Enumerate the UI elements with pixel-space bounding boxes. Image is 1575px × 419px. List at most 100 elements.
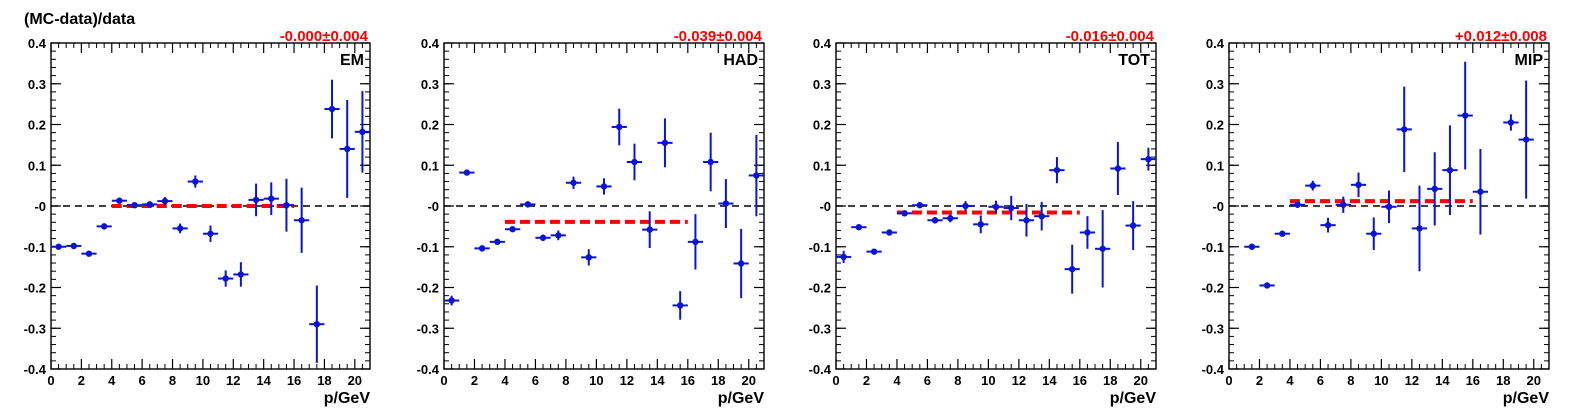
data-marker — [539, 234, 547, 241]
data-point — [66, 242, 82, 250]
data-point — [642, 211, 658, 248]
x-tick-label: 4 — [1286, 373, 1294, 388]
x-tick-label: 12 — [620, 373, 634, 388]
data-point — [1350, 172, 1367, 198]
data-marker — [600, 183, 608, 190]
data-point — [1034, 201, 1050, 231]
x-tick-label: 16 — [287, 373, 301, 388]
data-marker — [1279, 230, 1286, 237]
data-point — [263, 182, 279, 215]
x-tick-label: 16 — [1466, 373, 1480, 388]
y-tick-label: 0.4 — [28, 36, 47, 51]
data-point — [942, 214, 958, 223]
data-marker — [252, 196, 260, 204]
data-point — [1125, 201, 1141, 251]
y-tick-label: 0.1 — [421, 158, 439, 173]
data-marker — [1355, 181, 1362, 189]
data-point — [202, 225, 219, 242]
x-tick-label: 14 — [1042, 373, 1057, 388]
x-tick-label: 4 — [893, 373, 901, 388]
data-point — [535, 234, 551, 242]
y-tick-label: -0.4 — [809, 362, 832, 377]
data-point — [626, 143, 643, 181]
data-marker — [161, 197, 169, 205]
data-marker — [298, 217, 305, 224]
x-tick-label: 8 — [1347, 373, 1354, 388]
data-marker — [661, 139, 669, 147]
data-marker — [916, 201, 924, 209]
data-point — [354, 91, 370, 173]
y-tick-label: -0 — [819, 199, 831, 214]
data-marker — [1008, 204, 1015, 212]
data-point — [1396, 86, 1412, 173]
y-tick-label: 0.2 — [1206, 118, 1224, 133]
y-tick-label: -0.2 — [1202, 281, 1224, 296]
data-point — [157, 197, 173, 206]
data-point — [126, 201, 143, 209]
data-marker — [1053, 166, 1061, 174]
data-point — [687, 214, 704, 270]
data-marker — [463, 169, 471, 176]
data-marker — [1507, 119, 1515, 126]
data-point — [550, 230, 566, 241]
data-point — [474, 245, 490, 252]
data-marker — [992, 203, 1000, 211]
data-point — [1427, 152, 1443, 226]
fit-result-label: +0.012±0.008 — [1455, 28, 1547, 45]
data-point — [1503, 114, 1519, 131]
y-tick-label: -0.1 — [24, 240, 46, 255]
data-marker — [222, 275, 229, 282]
data-point — [1110, 142, 1126, 195]
panel-label: TOT — [1118, 52, 1150, 69]
x-tick-label: 6 — [139, 373, 146, 388]
x-tick-label: 0 — [47, 373, 54, 388]
data-point — [1079, 216, 1096, 249]
data-marker — [1309, 182, 1317, 189]
data-point — [1244, 243, 1260, 250]
data-point — [581, 249, 597, 266]
y-tick-label: 0.4 — [1206, 36, 1225, 51]
data-marker — [1294, 201, 1301, 208]
data-point — [672, 291, 688, 320]
x-axis-title: p/GeV — [324, 390, 371, 407]
data-point — [1095, 210, 1111, 288]
data-marker — [585, 254, 592, 261]
data-marker — [1129, 222, 1137, 229]
x-tick-label: 14 — [256, 373, 271, 388]
data-point — [565, 176, 582, 189]
data-point — [187, 175, 203, 188]
data-point — [836, 250, 852, 264]
y-tick-label: 0.2 — [421, 118, 439, 133]
x-tick-label: 10 — [196, 373, 210, 388]
x-tick-label: 14 — [1435, 373, 1450, 388]
data-marker — [1023, 217, 1030, 224]
data-marker — [692, 238, 699, 246]
y-tick-label: 0.1 — [813, 158, 831, 173]
data-marker — [268, 195, 275, 202]
data-point — [912, 201, 928, 209]
x-tick-label: 10 — [1374, 373, 1388, 388]
data-marker — [176, 225, 184, 232]
data-point — [339, 100, 355, 198]
data-point — [1064, 244, 1080, 294]
x-tick-label: 20 — [1134, 373, 1148, 388]
panel-label: MIP — [1515, 52, 1544, 69]
x-tick-label: 16 — [1073, 373, 1087, 388]
x-tick-label: 12 — [226, 373, 240, 388]
data-marker — [192, 178, 199, 185]
data-marker — [962, 202, 969, 210]
data-point — [1305, 180, 1321, 191]
x-tick-label: 2 — [78, 373, 85, 388]
data-marker — [1263, 282, 1271, 289]
y-tick-label: 0.3 — [813, 77, 831, 92]
data-point — [278, 178, 295, 232]
y-tick-label: -0.1 — [417, 240, 439, 255]
data-point — [111, 197, 127, 204]
data-marker — [555, 232, 562, 239]
data-marker — [1145, 155, 1152, 163]
data-marker — [1084, 229, 1091, 236]
data-point — [1518, 80, 1534, 199]
x-tick-label: 6 — [1317, 373, 1324, 388]
data-point — [1381, 190, 1397, 224]
